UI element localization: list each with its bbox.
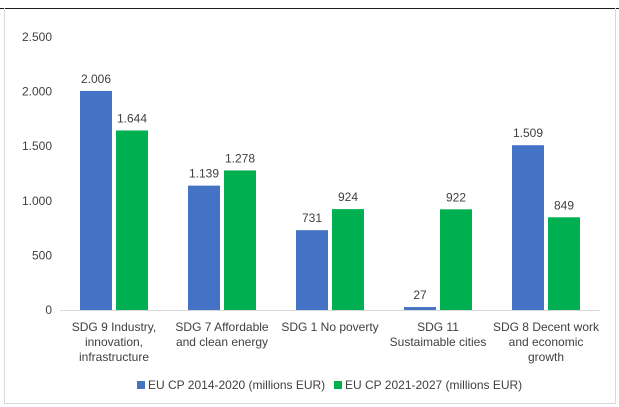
data-label: 922 xyxy=(446,190,466,204)
data-label: 1.139 xyxy=(189,167,219,181)
y-tick-label: 500 xyxy=(32,248,52,262)
data-label: 1.278 xyxy=(225,151,255,165)
x-category-label: Sustaimable cities xyxy=(390,335,487,349)
legend: EU CP 2014-2020 (millions EUR) EU CP 2021… xyxy=(137,378,522,392)
x-category-label: and clean energy xyxy=(176,335,268,349)
x-category-label: and economic xyxy=(509,335,584,349)
bar xyxy=(224,170,256,310)
x-category-label: SDG 9 Industry, xyxy=(72,320,156,334)
data-label: 924 xyxy=(338,190,358,204)
bar xyxy=(548,217,580,310)
bar xyxy=(404,307,436,310)
x-axis-categories: SDG 9 Industry,innovation,infrastructure… xyxy=(72,320,600,364)
x-category-label: innovation, xyxy=(85,335,143,349)
bar xyxy=(116,130,148,310)
legend-swatch xyxy=(137,381,145,389)
top-rule xyxy=(0,8,619,9)
x-category-label: growth xyxy=(528,350,564,364)
bar xyxy=(80,90,112,311)
y-tick-label: 1.500 xyxy=(22,139,52,153)
data-label: 27 xyxy=(413,288,427,302)
legend-swatch xyxy=(334,381,342,389)
data-label: 1.644 xyxy=(117,111,147,125)
chart-frame xyxy=(4,8,616,404)
bar xyxy=(296,230,328,310)
x-category-label: SDG 11 xyxy=(417,320,459,334)
y-tick-label: 2.500 xyxy=(22,30,52,44)
data-label: 1.509 xyxy=(513,126,543,140)
y-axis: 0 500 1.000 1.500 2.000 2.500 xyxy=(22,30,600,317)
x-category-label: infrastructure xyxy=(79,350,149,364)
bar xyxy=(512,145,544,310)
bar xyxy=(440,209,472,310)
y-tick-label: 1.000 xyxy=(22,194,52,208)
legend-label: EU CP 2014-2020 (millions EUR) xyxy=(148,378,325,392)
data-label: 2.006 xyxy=(81,72,111,86)
data-label: 849 xyxy=(554,198,574,212)
bar xyxy=(332,209,364,310)
x-category-label: SDG 8 Decent work xyxy=(493,320,600,334)
bar xyxy=(188,185,220,310)
data-label: 731 xyxy=(302,211,322,225)
x-category-label: SDG 1 No poverty xyxy=(281,320,378,334)
legend-label: EU CP 2021-2027 (millions EUR) xyxy=(345,378,522,392)
data-labels: 2.006 1.644 1.139 1.278 731 924 27 922 1.509 849 xyxy=(81,72,574,302)
y-tick-label: 0 xyxy=(45,303,52,317)
y-tick-label: 2.000 xyxy=(22,85,52,99)
x-category-label: SDG 7 Affordable xyxy=(175,320,268,334)
bars xyxy=(80,90,580,311)
